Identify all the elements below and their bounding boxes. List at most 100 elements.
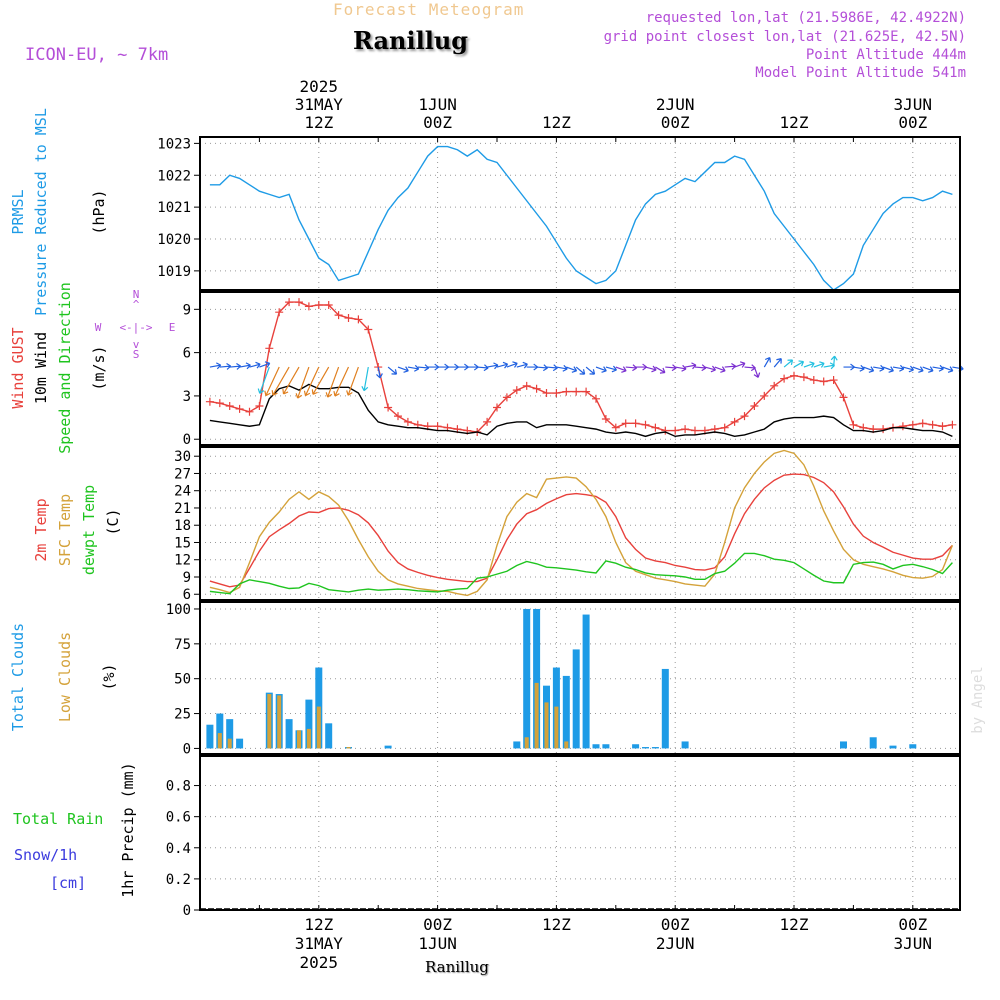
low-cloud-bar	[277, 695, 282, 749]
compass-e: E	[169, 321, 176, 334]
wind-arrow	[813, 361, 825, 368]
gust-point	[394, 412, 402, 421]
gust-point	[691, 426, 699, 435]
time-label-bottom: 12Z	[304, 915, 333, 934]
gust-point	[493, 403, 501, 412]
wind-arrow	[417, 364, 430, 372]
wind-arrow	[282, 366, 300, 395]
y-tick-label: 1022	[157, 168, 191, 184]
label-dewpt-temp: dewpt Temp	[80, 485, 98, 575]
low-cloud-bar	[227, 738, 232, 749]
wind-arrow	[311, 366, 330, 395]
panel-frame	[199, 601, 961, 755]
wind-arrow	[830, 355, 838, 368]
gust-point	[582, 387, 591, 396]
wind-arrow	[635, 363, 647, 371]
label-wind-unit: (m/s)	[90, 345, 108, 390]
low-cloud-bar	[346, 747, 351, 749]
gust-point	[681, 425, 690, 434]
y-tick-label: 0.2	[166, 872, 191, 888]
wind-arrow	[803, 361, 815, 368]
gust-point	[770, 381, 779, 390]
total-cloud-bar	[582, 614, 590, 749]
gust-point	[918, 419, 927, 428]
total-cloud-bar	[216, 713, 224, 749]
header-model-altitude: Model Point Altitude 541m	[755, 65, 966, 81]
total-cloud-bar	[632, 744, 640, 749]
gust-point	[898, 422, 907, 431]
gust-point	[621, 419, 630, 428]
wind-arrow	[773, 358, 782, 368]
time-label-bottom: 12Z	[542, 915, 571, 934]
wind-arrow	[892, 364, 905, 372]
wind-arrow	[556, 364, 568, 372]
gust-point	[384, 403, 393, 412]
wind-arrow	[655, 366, 666, 374]
label-pressure-unit: (hPa)	[90, 189, 108, 234]
grid-lines	[318, 137, 914, 910]
label-temp-unit: (C)	[104, 508, 122, 535]
gust-point	[592, 394, 600, 403]
wind-arrow	[209, 362, 222, 370]
gust-point	[651, 423, 660, 432]
label-total-rain: Total Rain	[13, 810, 103, 828]
gust-point	[661, 426, 670, 435]
gust-point	[295, 298, 303, 307]
y-tick-label: 27	[174, 466, 191, 482]
wind-arrow	[546, 364, 558, 372]
label-10m-wind: 10m Wind	[32, 332, 50, 404]
y-tick-label: 25	[174, 707, 191, 723]
header-product: Forecast Meteogram	[333, 0, 525, 19]
gust-point	[572, 387, 581, 396]
time-label-top: 00Z	[423, 113, 452, 132]
time-label-top: 00Z	[661, 113, 690, 132]
label-snow: Snow/1h	[14, 846, 77, 864]
low-cloud-bar	[544, 702, 549, 749]
panel-frame	[199, 291, 961, 446]
series-line	[209, 473, 953, 588]
wind-arrow	[793, 360, 805, 368]
gust-point	[304, 302, 313, 311]
gust-point	[809, 376, 818, 385]
y-tick-label: 0.8	[166, 779, 191, 795]
gust-point	[483, 417, 492, 426]
series-line	[209, 301, 953, 433]
time-label-top: 12Z	[542, 113, 571, 132]
footer-location: Ranillug	[425, 958, 489, 976]
gust-point	[522, 381, 531, 390]
y-tick-label: 75	[174, 637, 191, 653]
gust-point	[740, 412, 749, 421]
wind-arrow	[645, 365, 657, 373]
wind-arrow	[447, 363, 459, 371]
header-point-altitude: Point Altitude 444m	[805, 47, 966, 63]
label-wind-gust: Wind GUST	[9, 327, 27, 408]
wind-arrow	[585, 366, 596, 375]
gust-point	[215, 399, 224, 408]
y-tick-label: 1021	[157, 200, 191, 216]
total-cloud-bar	[572, 649, 580, 749]
wind-arrow	[694, 364, 707, 372]
wind-arrow	[496, 361, 509, 369]
y-tick-label: 1019	[157, 264, 191, 280]
low-cloud-bar	[306, 728, 311, 749]
wind-arrow	[219, 362, 232, 370]
time-label-top: 2JUN	[656, 95, 695, 114]
wind-arrow	[763, 356, 771, 368]
y-tick-label: 100	[166, 602, 191, 618]
gust-point	[532, 384, 541, 393]
gust-point	[790, 371, 798, 380]
low-cloud-bar	[564, 741, 569, 749]
gust-point	[542, 389, 551, 398]
panel-wind: 0 3 6 9	[183, 291, 964, 448]
total-cloud-bar	[562, 675, 570, 749]
y-tick-label: 15	[174, 535, 191, 551]
credit-watermark: by Angel	[970, 666, 986, 733]
wind-arrow	[753, 366, 761, 378]
y-tick-label: 1023	[157, 136, 191, 152]
wind-arrow	[823, 362, 835, 370]
time-label-bottom: 2025	[300, 953, 339, 972]
gust-point	[720, 423, 729, 432]
wind-arrow	[376, 366, 383, 379]
total-cloud-bar	[236, 738, 244, 749]
gust-point	[829, 376, 838, 385]
